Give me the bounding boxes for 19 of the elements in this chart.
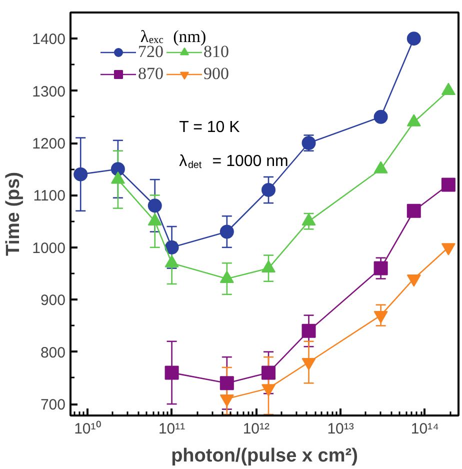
- x-tick-label: 10¹³: [327, 420, 354, 438]
- x-tick-label: 10¹⁴: [410, 420, 439, 438]
- y-tick-label: 1400: [32, 31, 66, 48]
- x-axis-title: photon/(pulse x cm²): [171, 446, 358, 466]
- x-tick-label: 10¹²: [242, 420, 270, 438]
- x-tick-label: 10¹¹: [158, 420, 186, 438]
- legend-label: 900: [204, 64, 229, 84]
- y-tick-label: 800: [40, 344, 66, 362]
- y-tick-label: 1000: [32, 240, 66, 257]
- y-tick-label: 1200: [32, 136, 66, 153]
- y-tick-label: 1100: [33, 188, 66, 205]
- legend-label: 810: [204, 42, 229, 62]
- y-tick-label: 700: [40, 396, 66, 414]
- legend-label: 870: [138, 64, 164, 84]
- y-tick-label: 1300: [32, 83, 66, 100]
- annotation: T = 10 K: [179, 118, 240, 136]
- y-axis-title: Time (ps): [3, 172, 24, 256]
- y-tick-label: 900: [40, 292, 66, 310]
- x-tick-label: 10¹⁰: [74, 420, 101, 438]
